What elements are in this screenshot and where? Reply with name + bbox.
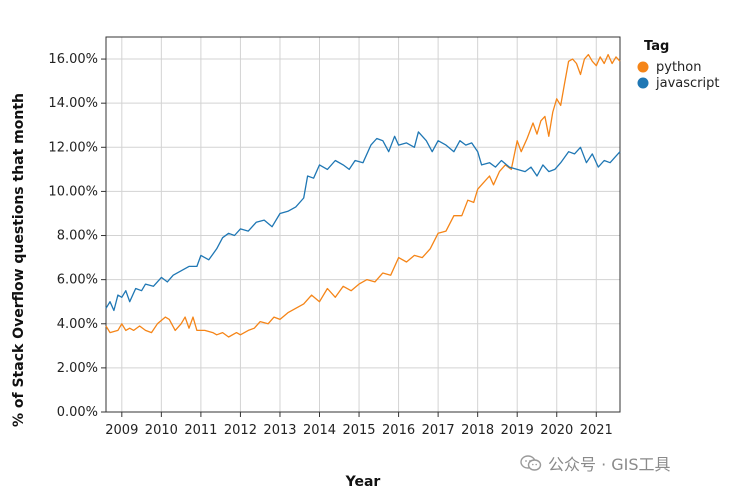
y-tick-label: 12.00% [48, 140, 98, 155]
x-tick-label: 2009 [105, 423, 138, 438]
x-tick-label: 2012 [224, 423, 257, 438]
y-tick-label: 16.00% [48, 52, 98, 67]
x-tick-label: 2019 [501, 423, 534, 438]
x-tick-label: 2017 [422, 423, 455, 438]
y-tick-label: 14.00% [48, 96, 98, 111]
y-tick-label: 8.00% [57, 229, 98, 244]
plot-border [105, 36, 621, 413]
legend-swatch-javascript [637, 77, 649, 89]
x-tick-label: 2013 [263, 423, 296, 438]
y-tick-label: 2.00% [57, 361, 98, 376]
y-tick-label: 0.00% [57, 405, 98, 420]
legend-swatch-python [637, 61, 649, 73]
axes: 0.00% 2.00% 4.00% 6.00% 8.00% 10.00% 12.00% 14.… [48, 52, 612, 438]
y-axis-title: % of Stack Overflow questions that month [11, 93, 27, 427]
x-axis-title: Year [345, 474, 381, 490]
x-tick-label: 2020 [540, 423, 573, 438]
y-tick-label: 10.00% [48, 184, 98, 199]
grid [106, 37, 620, 413]
y-tick-label: 4.00% [57, 317, 98, 332]
y-tick-label: 6.00% [57, 273, 98, 288]
legend-title: Tag [644, 39, 669, 54]
x-tick-label: 2011 [184, 423, 217, 438]
watermark: 公众号 · GIS工具 [520, 451, 671, 475]
x-tick-label: 2016 [382, 423, 415, 438]
series-line-javascript [105, 131, 621, 312]
legend-label-javascript: javascript [655, 76, 719, 91]
watermark-text: 公众号 · GIS工具 [548, 455, 671, 474]
plot-area [105, 36, 621, 413]
series-line-python [105, 53, 621, 338]
x-tick-label: 2018 [461, 423, 494, 438]
x-tick-label: 2021 [580, 423, 613, 438]
x-tick-label: 2014 [303, 423, 336, 438]
x-tick-label: 2010 [145, 423, 178, 438]
legend-label-python: python [656, 60, 701, 75]
x-tick-label: 2015 [342, 423, 375, 438]
wechat-icon [520, 455, 542, 471]
series-layer [105, 53, 621, 338]
